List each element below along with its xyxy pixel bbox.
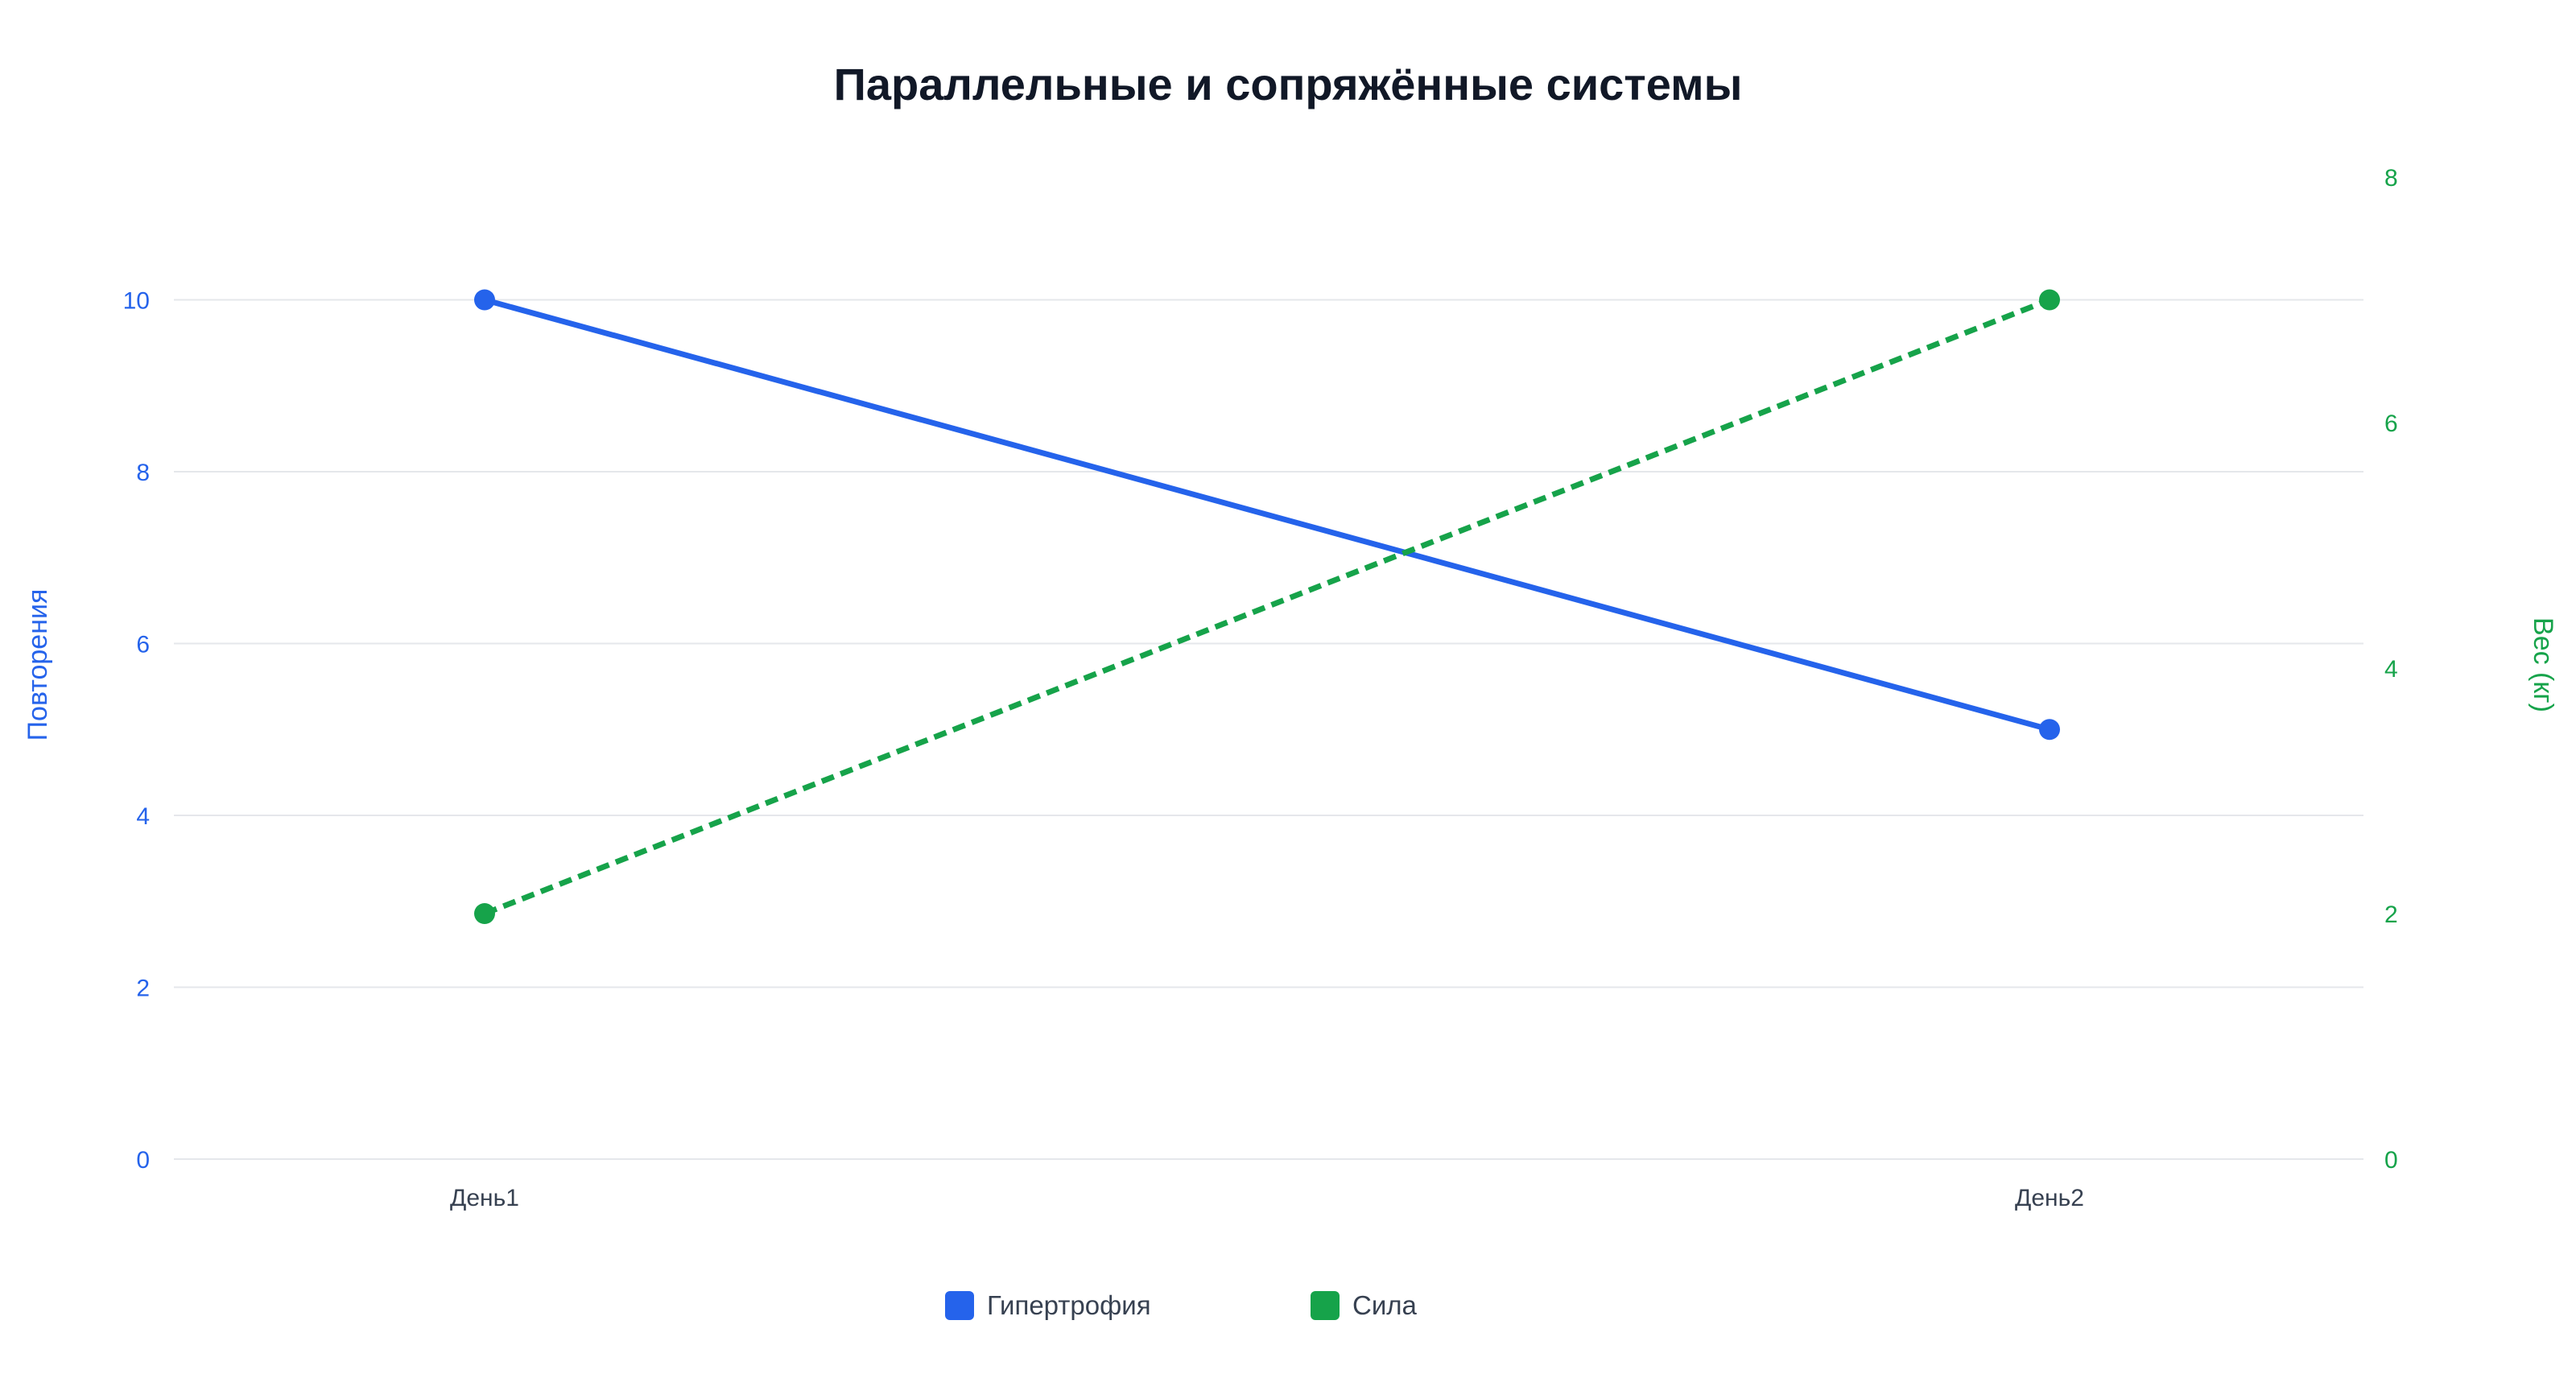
left-tick-label: 10: [123, 288, 150, 315]
left-tick-label: 2: [136, 976, 150, 1002]
left-tick-label: 4: [136, 803, 150, 830]
legend-swatch-hypertrophy: [945, 1291, 974, 1320]
legend-label-hypertrophy: Гипертрофия: [987, 1290, 1151, 1320]
x-tick-label: День2: [2015, 1185, 2084, 1211]
data-point-hypertrophy[interactable]: [474, 289, 495, 311]
legend: Гипертрофия Сила: [945, 1290, 1418, 1320]
left-tick-label: 0: [136, 1147, 150, 1174]
series-layer: [474, 289, 2060, 924]
right-axis-ticks: 0 2 4 6 8: [2384, 165, 2398, 1174]
legend-item-hypertrophy[interactable]: Гипертрофия: [945, 1290, 1151, 1320]
legend-swatch-strength: [1311, 1291, 1340, 1320]
data-point-strength[interactable]: [2039, 289, 2060, 311]
right-axis-label: Вес (кг): [2528, 617, 2558, 712]
right-tick-label: 2: [2384, 902, 2398, 928]
grid-layer: [174, 299, 2363, 1160]
left-axis-label: Повторения: [23, 589, 53, 741]
x-axis-ticks: День1 День2: [450, 1185, 2084, 1211]
legend-item-strength[interactable]: Сила: [1311, 1290, 1418, 1320]
series-line-hypertrophy: [484, 297, 2050, 732]
x-tick-label: День1: [450, 1185, 519, 1211]
right-tick-label: 6: [2384, 411, 2398, 437]
series-line-strength: [483, 297, 2051, 917]
left-axis-ticks: 0 2 4 6 8 10: [123, 288, 150, 1174]
right-tick-label: 4: [2384, 656, 2398, 683]
left-tick-label: 6: [136, 632, 150, 658]
legend-label-strength: Сила: [1352, 1290, 1418, 1320]
right-tick-label: 0: [2384, 1147, 2398, 1174]
chart-title: Параллельные и сопряжённые системы: [834, 59, 1743, 109]
data-point-hypertrophy[interactable]: [2039, 719, 2060, 741]
right-tick-label: 8: [2384, 165, 2398, 192]
data-point-strength[interactable]: [474, 903, 495, 924]
left-tick-label: 8: [136, 460, 150, 486]
